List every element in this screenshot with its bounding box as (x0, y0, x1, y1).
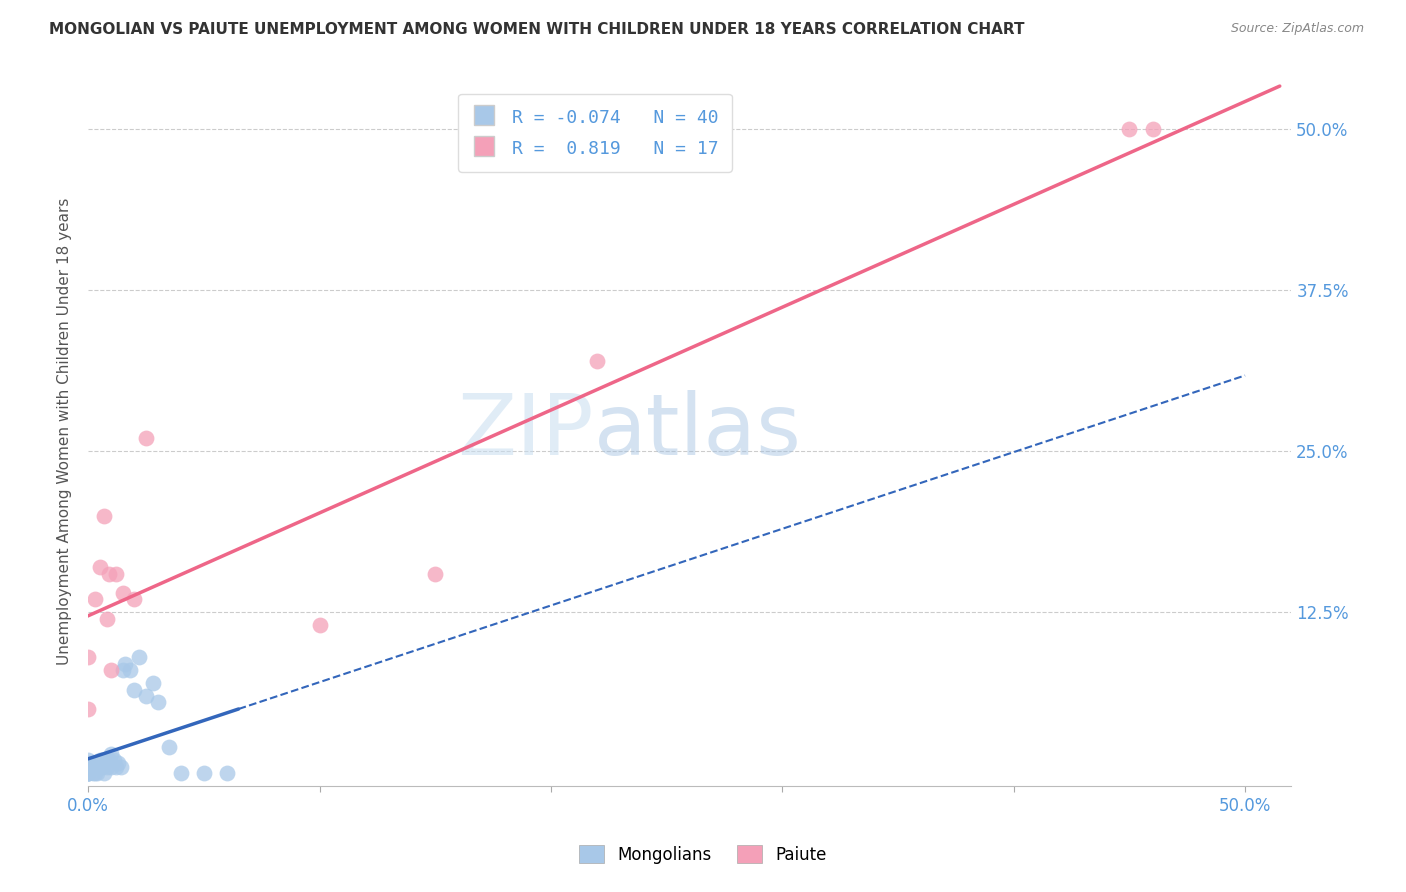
Point (98, 753, 121, 767)
Point (1142, 122, 1164, 136)
Y-axis label: Unemployment Among Women with Children Under 18 years: Unemployment Among Women with Children U… (58, 198, 72, 665)
Point (215, 766, 238, 780)
Legend: Mongolians, Paiute: Mongolians, Paiute (572, 838, 834, 871)
Point (77, 766, 100, 780)
Text: Source: ZipAtlas.com: Source: ZipAtlas.com (1230, 22, 1364, 36)
Point (84, 592, 107, 607)
Point (135, 431, 157, 445)
Point (104, 566, 127, 581)
Point (128, 650, 150, 665)
Point (111, 663, 134, 677)
Point (77, 702, 100, 716)
Point (77, 756, 100, 770)
Point (77, 760, 100, 774)
Point (98, 566, 121, 581)
Point (91, 760, 114, 774)
Point (84, 766, 107, 780)
Point (100, 747, 122, 761)
Point (89, 560, 111, 574)
Point (100, 663, 122, 677)
Point (157, 740, 180, 755)
Text: ZIP: ZIP (457, 391, 593, 474)
Point (96, 760, 118, 774)
Point (77, 766, 100, 780)
Point (1118, 122, 1140, 136)
Point (170, 766, 193, 780)
Point (86, 760, 108, 774)
Point (107, 756, 129, 770)
Point (100, 760, 122, 774)
Point (77, 766, 100, 780)
Point (586, 354, 609, 368)
Point (93, 508, 115, 523)
Point (124, 592, 146, 607)
Point (82, 760, 104, 774)
Point (77, 753, 100, 767)
Point (425, 566, 447, 581)
Point (89, 753, 111, 767)
Point (142, 676, 165, 690)
Text: MONGOLIAN VS PAIUTE UNEMPLOYMENT AMONG WOMEN WITH CHILDREN UNDER 18 YEARS CORREL: MONGOLIAN VS PAIUTE UNEMPLOYMENT AMONG W… (49, 22, 1025, 37)
Point (193, 766, 215, 780)
Point (86, 766, 108, 780)
Point (77, 766, 100, 780)
Point (114, 657, 136, 671)
Point (111, 586, 134, 600)
Point (82, 766, 104, 780)
Point (104, 760, 127, 774)
Point (77, 766, 100, 780)
Point (89, 760, 111, 774)
Point (135, 689, 157, 703)
Point (118, 663, 141, 677)
Point (91, 753, 114, 767)
Legend: R = -0.074   N = 40, R =  0.819   N = 17: R = -0.074 N = 40, R = 0.819 N = 17 (458, 94, 731, 172)
Point (146, 695, 169, 709)
Point (308, 618, 330, 632)
Point (124, 682, 146, 697)
Text: atlas: atlas (593, 391, 801, 474)
Point (103, 753, 125, 767)
Point (96, 612, 118, 626)
Point (96, 753, 118, 767)
Point (77, 650, 100, 665)
Point (93, 766, 115, 780)
Point (110, 760, 132, 774)
Point (84, 760, 107, 774)
